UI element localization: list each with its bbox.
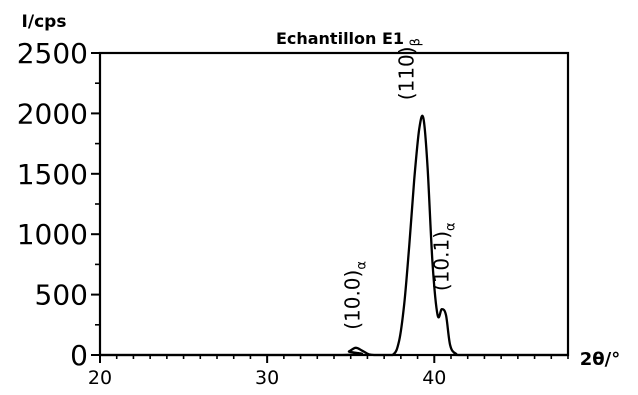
- y-axis-label: I/cps: [22, 12, 67, 32]
- diffraction-curve: [100, 114, 568, 357]
- peak-annotation: (10.0)α: [341, 261, 370, 330]
- peak-label: (10.0)α: [341, 261, 370, 330]
- x-tick-label: 20: [88, 367, 112, 389]
- peak-label: (110)β: [394, 38, 423, 100]
- peak-phase: α: [443, 222, 458, 231]
- peak-label: (10.1)α: [429, 222, 458, 291]
- y-tick-label: 2000: [17, 97, 88, 130]
- series: [100, 114, 568, 357]
- y-tick-label: 0: [70, 339, 88, 372]
- y-tick-label: 2500: [17, 37, 88, 70]
- x-tick-label: 30: [255, 367, 279, 389]
- x-tick-label: 40: [422, 367, 446, 389]
- y-tick-label: 500: [35, 279, 88, 312]
- peak-annotation: (110)β: [394, 38, 423, 100]
- peak-phase: α: [355, 261, 370, 270]
- peak-annotation: (10.1)α: [429, 222, 458, 291]
- chart-title: Echantillon E1: [276, 29, 404, 48]
- x-axis-label: 2θ/°: [580, 349, 620, 370]
- plot-frame: [98, 51, 570, 357]
- peak-phase: β: [408, 38, 423, 46]
- ticks: [91, 52, 569, 363]
- y-tick-label: 1500: [17, 158, 88, 191]
- axes: [98, 51, 570, 357]
- y-tick-label: 1000: [17, 218, 88, 251]
- tick-labels: 20 30 40 0 500 1000 1500 2000 2500: [17, 37, 447, 389]
- peak-annotations: (10.0)α (110)β (10.1)α: [341, 38, 459, 330]
